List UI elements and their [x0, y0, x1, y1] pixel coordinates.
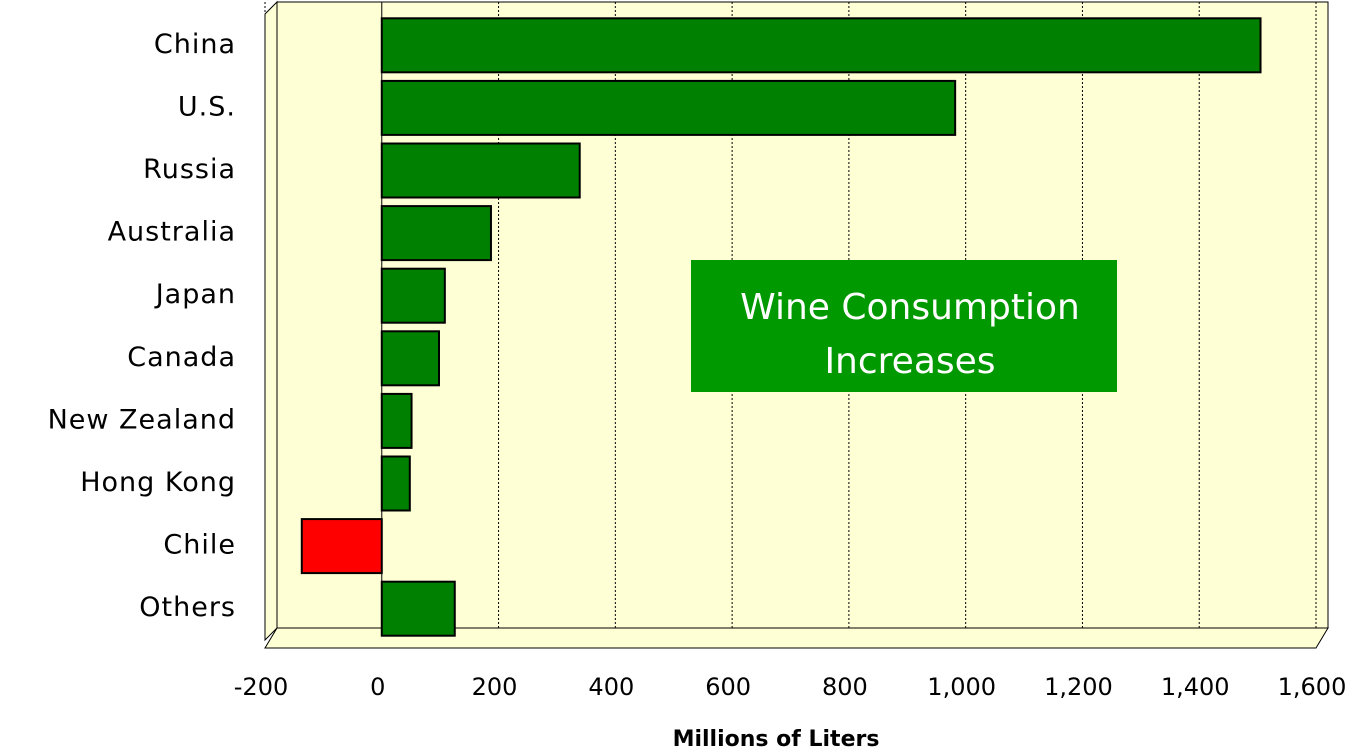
y-tick-label: Canada: [127, 342, 236, 373]
bar: [380, 205, 492, 262]
x-tick-label: 0: [370, 673, 385, 701]
y-tick-label: Chile: [163, 530, 236, 561]
bar: [380, 142, 581, 199]
bar: [380, 580, 456, 637]
x-tick-label: 1,000: [927, 673, 996, 701]
x-tick-label: 200: [472, 673, 518, 701]
x-tick-label: -200: [234, 673, 288, 701]
y-tick-label: Others: [139, 592, 236, 623]
annotation-text: Increases: [824, 341, 995, 382]
bar: [380, 392, 413, 449]
bar: [300, 518, 383, 575]
y-tick-label: Australia: [108, 217, 236, 248]
side-wall: [264, 0, 278, 642]
annotation-box: [691, 260, 1117, 392]
y-tick-label: U.S.: [178, 91, 236, 122]
x-tick-label: 1,200: [1044, 673, 1113, 701]
bar: [380, 330, 440, 387]
y-tick-label: China: [154, 29, 236, 60]
x-tick-label: 1,400: [1161, 673, 1230, 701]
annotation-text: Wine Consumption: [740, 287, 1080, 328]
x-tick-label: 600: [705, 673, 751, 701]
bar: [380, 17, 1262, 74]
y-tick-label: Hong Kong: [80, 467, 236, 498]
y-tick-label: Russia: [143, 154, 236, 185]
x-tick-label: 1,600: [1278, 673, 1347, 701]
bar: [380, 79, 957, 136]
x-tick-label: 800: [822, 673, 868, 701]
bar: [380, 267, 446, 324]
y-tick-label: Japan: [154, 279, 236, 310]
x-tick-label: 400: [588, 673, 634, 701]
x-axis-label: Millions of Liters: [673, 727, 880, 752]
bar: [380, 455, 411, 512]
floor: [264, 627, 1329, 649]
y-tick-label: New Zealand: [48, 404, 236, 435]
